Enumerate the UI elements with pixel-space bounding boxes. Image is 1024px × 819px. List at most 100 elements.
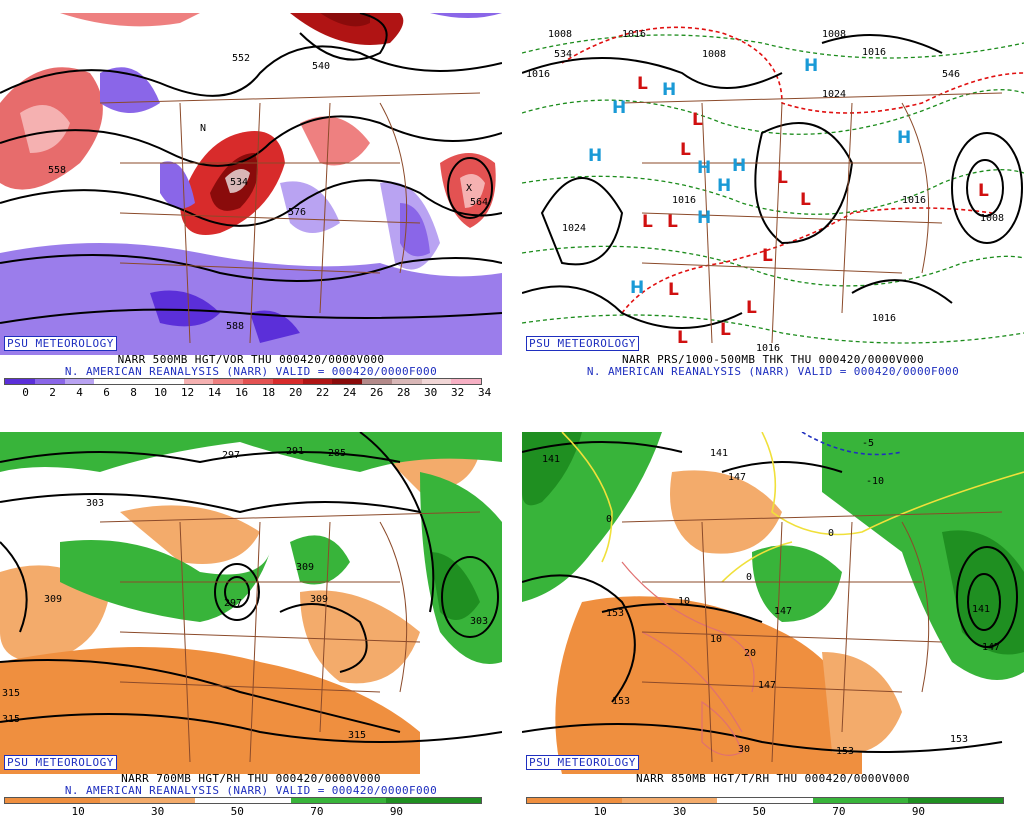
colorbar-swatch (362, 379, 392, 384)
temp-label: 0 (606, 514, 612, 525)
isobar-label: 1008 (822, 29, 846, 40)
colorbar-swatch (332, 379, 362, 384)
panel-850mb-temp-rh: 141 147 153 141 147 153 147 153 147 153 … (522, 419, 1024, 818)
rh700-map: 297 291 285 303 309 297 309 315 315 303 … (0, 432, 502, 774)
panel-title: NARR 700MB HGT/RH THU 000420/0000V000 (121, 772, 381, 785)
isobar-label: 1024 (562, 223, 586, 234)
isobar-label: 1016 (526, 69, 550, 80)
colorbar-swatch (34, 379, 65, 384)
contour-label: 315 (2, 688, 20, 699)
colorbar-swatch (385, 798, 482, 803)
isobar-label: 1008 (548, 29, 572, 40)
low-pressure-icon: L (692, 110, 703, 130)
panel-pressure-thickness: H H H H H H H H H H L L L L L L L L L L (522, 0, 1024, 389)
contour-label: 588 (226, 321, 244, 332)
colorbar-swatch (907, 798, 1004, 803)
contour-label: 558 (48, 165, 66, 176)
panel-500mb-vorticity: 552 540 558 576 564 588 534 N X PSU METE… (0, 0, 502, 399)
isobar-label: 1016 (902, 195, 926, 206)
isobar-label: 1016 (862, 47, 886, 58)
brand-label: PSU METEOROLOGY (4, 336, 117, 351)
thickness-label: 546 (942, 69, 960, 80)
colorbar-swatch (302, 379, 333, 384)
colorbar-tick: 50 (752, 805, 766, 818)
colorbar-swatch (391, 379, 422, 384)
colorbar-tick: 4 (76, 386, 83, 399)
colorbar-swatch (272, 379, 303, 384)
isobar-label: 1016 (672, 195, 696, 206)
panel-title: NARR 500MB HGT/VOR THU 000420/0000V000 (117, 353, 385, 366)
thickness-label: 534 (554, 49, 572, 60)
colorbar-tick: 30 (673, 805, 687, 818)
colorbar-tick: 10 (153, 386, 168, 399)
colorbar-swatch (124, 379, 154, 384)
colorbar-swatch (100, 798, 196, 803)
high-pressure-icon: H (630, 278, 644, 298)
colorbar-tick: 50 (230, 805, 244, 818)
isobar-label: 1016 (622, 29, 646, 40)
map-area: H H H H H H H H H H L L L L L L L L L L (522, 13, 1024, 355)
contour-label: 576 (288, 207, 306, 218)
panel-title: NARR PRS/1000-500MB THK THU 000420/0000V… (622, 353, 924, 366)
rh-colorbar (526, 797, 1004, 804)
temp-label: 10 (710, 634, 722, 645)
colorbar-tick: 30 (151, 805, 165, 818)
low-pressure-icon: L (762, 246, 773, 266)
low-pressure-icon: L (680, 140, 691, 160)
map-area: 552 540 558 576 564 588 534 N X (0, 13, 502, 355)
colorbar-tick: 6 (103, 386, 110, 399)
colorbar-tick: 16 (234, 386, 249, 399)
high-pressure-icon: H (804, 56, 818, 76)
low-pressure-icon: L (746, 298, 757, 318)
low-pressure-icon: L (677, 328, 688, 348)
colorbar-tick: 30 (423, 386, 438, 399)
colorbar-tick: 24 (342, 386, 357, 399)
contour-label: 297 (224, 598, 242, 609)
contour-label: 147 (982, 642, 1000, 653)
contour-label: 141 (972, 604, 990, 615)
isobar-label: 1024 (822, 89, 846, 100)
low-pressure-icon: L (642, 212, 653, 232)
colorbar-tick: 90 (911, 805, 926, 818)
colorbar-swatch (451, 379, 481, 384)
isobar-label: 1016 (756, 343, 780, 354)
contour-label: 147 (758, 680, 776, 691)
contour-label: 303 (470, 616, 488, 627)
panel-subtitle: N. AMERICAN REANALYSIS (NARR) VALID = 00… (64, 784, 438, 797)
colorbar-tick: 32 (450, 386, 465, 399)
isobar-label: 1008 (702, 49, 726, 60)
colorbar-swatch (195, 798, 291, 803)
contour-label: 303 (86, 498, 104, 509)
contour-label: 534 (230, 177, 248, 188)
colorbar-swatch (64, 379, 95, 384)
brand-label: PSU METEOROLOGY (4, 755, 117, 770)
colorbar-tick: 26 (369, 386, 384, 399)
colorbar-tick: 10 (593, 805, 607, 818)
contour-label: 309 (44, 594, 62, 605)
rh-colorbar-ticks: 10 30 50 70 90 (526, 805, 1004, 819)
contour-label: 147 (774, 606, 792, 617)
contour-label: 147 (728, 472, 746, 483)
low-pressure-icon: L (800, 190, 811, 210)
high-pressure-icon: H (717, 176, 731, 196)
colorbar-tick: 0 (22, 386, 29, 399)
colorbar-swatch (421, 379, 452, 384)
colorbar-tick: 70 (832, 805, 846, 818)
high-pressure-icon: H (588, 146, 602, 166)
panel-subtitle: N. AMERICAN REANALYSIS (NARR) VALID = 00… (64, 365, 438, 378)
low-pressure-icon: L (637, 74, 648, 94)
temp-label: -5 (862, 438, 874, 449)
colorbar-swatch (527, 798, 623, 803)
contour-label: 309 (296, 562, 314, 573)
temp-label: 30 (738, 744, 750, 755)
temp-label: 10 (678, 596, 690, 607)
panel-700mb-rh: 297 291 285 303 309 297 309 315 315 303 … (0, 419, 502, 818)
contour-label: 315 (348, 730, 366, 741)
high-pressure-icon: H (697, 208, 711, 228)
rh850-map: 141 147 153 141 147 153 147 153 147 153 … (522, 432, 1024, 774)
contour-label: 285 (328, 448, 346, 459)
temp-label: 20 (744, 648, 756, 659)
low-pressure-icon: L (667, 212, 678, 232)
contour-label: 153 (836, 746, 854, 757)
colorbar-tick: 14 (207, 386, 222, 399)
